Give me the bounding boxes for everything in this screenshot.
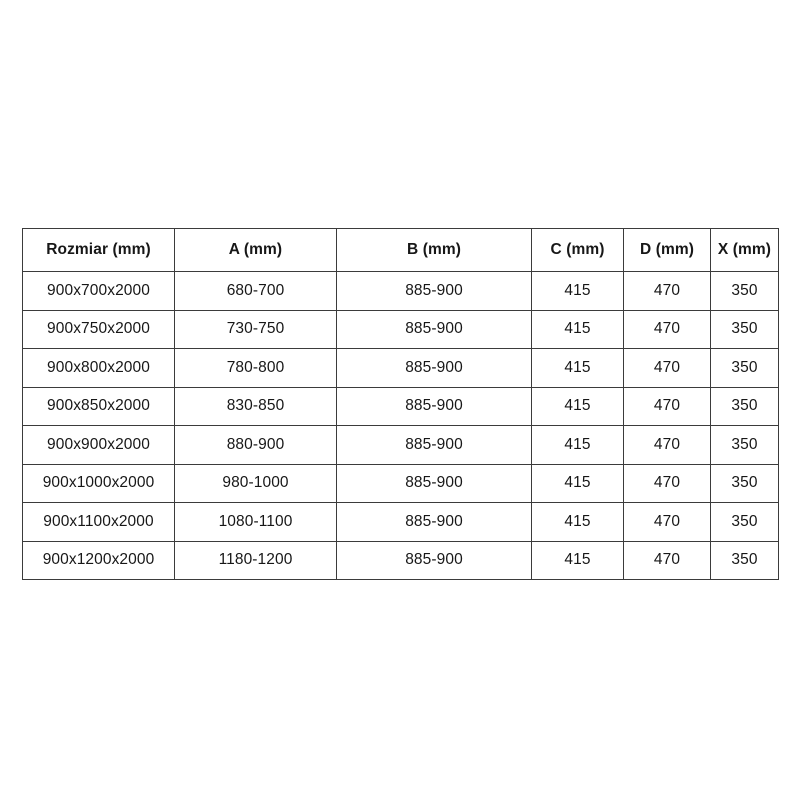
cell-d: 470 bbox=[623, 425, 711, 465]
cell-x: 350 bbox=[710, 386, 779, 426]
cell-b: 885-900 bbox=[336, 540, 532, 580]
cell-size: 900x850x2000 bbox=[22, 386, 175, 426]
cell-a: 880-900 bbox=[174, 425, 337, 465]
cell-a: 730-750 bbox=[174, 309, 337, 349]
cell-size: 900x1200x2000 bbox=[22, 540, 175, 580]
cell-d: 470 bbox=[623, 348, 711, 388]
table-row: 900x800x2000 780-800 885-900 415 470 350 bbox=[22, 348, 779, 388]
cell-c: 415 bbox=[531, 463, 624, 503]
cell-b: 885-900 bbox=[336, 271, 532, 311]
specification-table: Rozmiar (mm) A (mm) B (mm) C (mm) D (mm) X (m… bbox=[22, 228, 779, 580]
cell-x: 350 bbox=[710, 348, 779, 388]
cell-a: 680-700 bbox=[174, 271, 337, 311]
table-header: Rozmiar (mm) A (mm) B (mm) C (mm) D (mm) X (m… bbox=[22, 228, 779, 272]
table-row: 900x1000x2000 980-1000 885-900 415 470 350 bbox=[22, 463, 779, 503]
column-header-c: C (mm) bbox=[531, 228, 624, 272]
cell-c: 415 bbox=[531, 425, 624, 465]
cell-b: 885-900 bbox=[336, 502, 532, 542]
cell-d: 470 bbox=[623, 386, 711, 426]
column-header-a: A (mm) bbox=[174, 228, 337, 272]
cell-size: 900x1100x2000 bbox=[22, 502, 175, 542]
table-row: 900x700x2000 680-700 885-900 415 470 350 bbox=[22, 271, 779, 311]
cell-c: 415 bbox=[531, 271, 624, 311]
table-row: 900x1100x2000 1080-1100 885-900 415 470 350 bbox=[22, 502, 779, 542]
cell-x: 350 bbox=[710, 271, 779, 311]
cell-size: 900x900x2000 bbox=[22, 425, 175, 465]
cell-x: 350 bbox=[710, 463, 779, 503]
cell-d: 470 bbox=[623, 463, 711, 503]
cell-c: 415 bbox=[531, 309, 624, 349]
cell-a: 830-850 bbox=[174, 386, 337, 426]
table-row: 900x900x2000 880-900 885-900 415 470 350 bbox=[22, 425, 779, 465]
specification-table-container: Rozmiar (mm) A (mm) B (mm) C (mm) D (mm) X (m… bbox=[22, 228, 779, 580]
column-header-size: Rozmiar (mm) bbox=[22, 228, 175, 272]
cell-d: 470 bbox=[623, 309, 711, 349]
cell-c: 415 bbox=[531, 540, 624, 580]
cell-size: 900x800x2000 bbox=[22, 348, 175, 388]
cell-d: 470 bbox=[623, 502, 711, 542]
cell-b: 885-900 bbox=[336, 348, 532, 388]
table-body: 900x700x2000 680-700 885-900 415 470 350 900x7… bbox=[22, 271, 779, 580]
column-header-d: D (mm) bbox=[623, 228, 711, 272]
cell-c: 415 bbox=[531, 348, 624, 388]
cell-x: 350 bbox=[710, 540, 779, 580]
cell-a: 980-1000 bbox=[174, 463, 337, 503]
cell-a: 1180-1200 bbox=[174, 540, 337, 580]
cell-c: 415 bbox=[531, 502, 624, 542]
cell-d: 470 bbox=[623, 540, 711, 580]
cell-size: 900x750x2000 bbox=[22, 309, 175, 349]
cell-b: 885-900 bbox=[336, 309, 532, 349]
cell-size: 900x700x2000 bbox=[22, 271, 175, 311]
cell-b: 885-900 bbox=[336, 463, 532, 503]
table-row: 900x850x2000 830-850 885-900 415 470 350 bbox=[22, 386, 779, 426]
cell-a: 1080-1100 bbox=[174, 502, 337, 542]
cell-x: 350 bbox=[710, 502, 779, 542]
cell-a: 780-800 bbox=[174, 348, 337, 388]
cell-size: 900x1000x2000 bbox=[22, 463, 175, 503]
cell-b: 885-900 bbox=[336, 386, 532, 426]
cell-d: 470 bbox=[623, 271, 711, 311]
cell-b: 885-900 bbox=[336, 425, 532, 465]
column-header-b: B (mm) bbox=[336, 228, 532, 272]
cell-x: 350 bbox=[710, 309, 779, 349]
column-header-x: X (mm) bbox=[710, 228, 779, 272]
cell-x: 350 bbox=[710, 425, 779, 465]
table-row: 900x1200x2000 1180-1200 885-900 415 470 350 bbox=[22, 540, 779, 580]
table-row: 900x750x2000 730-750 885-900 415 470 350 bbox=[22, 309, 779, 349]
cell-c: 415 bbox=[531, 386, 624, 426]
table-header-row: Rozmiar (mm) A (mm) B (mm) C (mm) D (mm) X (m… bbox=[22, 228, 779, 272]
